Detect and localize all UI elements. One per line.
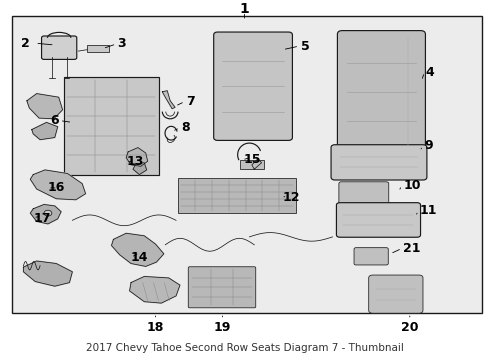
Circle shape xyxy=(44,210,52,216)
Text: 15: 15 xyxy=(243,153,261,166)
Bar xyxy=(63,77,159,175)
Text: 16: 16 xyxy=(48,181,65,194)
FancyBboxPatch shape xyxy=(337,31,425,153)
Polygon shape xyxy=(111,233,163,266)
Polygon shape xyxy=(30,170,85,200)
Text: 7: 7 xyxy=(185,95,194,108)
Polygon shape xyxy=(126,148,147,166)
Bar xyxy=(87,45,109,52)
Polygon shape xyxy=(129,276,180,303)
Text: 3: 3 xyxy=(117,37,126,50)
Polygon shape xyxy=(162,91,175,109)
Text: 2: 2 xyxy=(20,37,29,50)
Text: 5: 5 xyxy=(300,40,309,53)
Text: 19: 19 xyxy=(213,321,231,334)
FancyBboxPatch shape xyxy=(368,275,422,313)
Polygon shape xyxy=(27,94,62,119)
Bar xyxy=(12,16,481,313)
FancyBboxPatch shape xyxy=(188,267,255,308)
Text: 13: 13 xyxy=(126,155,143,168)
Text: 12: 12 xyxy=(282,191,300,204)
Bar xyxy=(178,178,295,213)
Polygon shape xyxy=(23,261,72,286)
FancyBboxPatch shape xyxy=(353,248,387,265)
Text: 8: 8 xyxy=(181,121,189,134)
Text: 20: 20 xyxy=(400,321,418,334)
Text: 10: 10 xyxy=(403,179,420,192)
Polygon shape xyxy=(30,204,61,224)
FancyBboxPatch shape xyxy=(338,182,388,204)
Polygon shape xyxy=(32,122,58,140)
Polygon shape xyxy=(133,163,146,175)
Bar xyxy=(239,160,264,169)
Text: 11: 11 xyxy=(419,204,436,217)
FancyBboxPatch shape xyxy=(213,32,292,140)
FancyBboxPatch shape xyxy=(41,36,77,59)
FancyBboxPatch shape xyxy=(336,203,420,237)
Text: 9: 9 xyxy=(424,139,432,152)
Text: 21: 21 xyxy=(403,242,420,255)
Text: 14: 14 xyxy=(131,251,148,264)
Text: 4: 4 xyxy=(425,66,433,78)
Text: 1: 1 xyxy=(239,2,249,16)
Text: 18: 18 xyxy=(146,321,164,334)
FancyBboxPatch shape xyxy=(330,145,426,180)
Text: 17: 17 xyxy=(33,212,51,225)
Text: 2017 Chevy Tahoe Second Row Seats Diagram 7 - Thumbnail: 2017 Chevy Tahoe Second Row Seats Diagra… xyxy=(85,343,403,354)
Text: 6: 6 xyxy=(50,114,59,127)
Polygon shape xyxy=(251,159,261,169)
